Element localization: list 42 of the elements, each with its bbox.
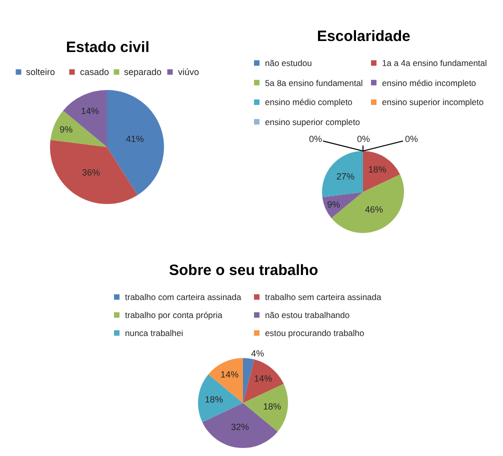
chart-title: Sobre o seu trabalho xyxy=(169,262,318,279)
legend-label: casado xyxy=(80,67,110,77)
chart-title: Escolaridade xyxy=(317,28,410,45)
legend-label: ensino superior completo xyxy=(265,117,360,127)
legend-label: solteiro xyxy=(26,67,56,77)
legend-label: 1a a 4a ensino fundamental xyxy=(382,58,488,68)
data-label: 18% xyxy=(263,402,282,412)
data-label: 46% xyxy=(365,204,384,214)
legend-label: estou procurando trabalho xyxy=(265,328,365,338)
data-label: 18% xyxy=(368,164,386,174)
legend-label: trabalho por conta própria xyxy=(125,310,223,320)
data-label: 9% xyxy=(60,124,73,134)
text: 0% xyxy=(309,134,322,144)
text: 0% xyxy=(357,134,370,144)
legend-label: não estudou xyxy=(265,58,312,68)
data-label: 32% xyxy=(230,422,249,432)
data-label: 14% xyxy=(254,374,272,384)
data-label: 14% xyxy=(220,369,239,380)
legend-label: trabalho com carteira assinada xyxy=(125,292,242,302)
legend-label: ensino médio incompleto xyxy=(382,78,476,88)
legend-label: nunca trabalhei xyxy=(125,328,184,338)
pie-slice xyxy=(243,359,284,403)
text: 0% xyxy=(405,134,418,144)
legend-label: 5a 8a ensino fundamental xyxy=(265,78,363,88)
pie-slice xyxy=(322,151,363,198)
data-label: 4% xyxy=(251,348,264,358)
chart-title: Estado civil xyxy=(66,39,150,56)
pie-slice xyxy=(107,90,164,196)
legend-label: trabalho sem carteira assinada xyxy=(265,292,382,302)
data-label: 9% xyxy=(327,200,340,210)
legend-label: ensino médio completo xyxy=(265,97,353,107)
pie-slice xyxy=(243,358,254,403)
legend-label: não estou trabalhando xyxy=(265,310,350,320)
legend-label: separado xyxy=(124,67,162,77)
data-label: 27% xyxy=(336,172,354,182)
data-label: 36% xyxy=(82,167,100,178)
pie-slice xyxy=(363,151,400,192)
data-label: 41% xyxy=(126,134,144,144)
data-label: 18% xyxy=(204,394,223,404)
data-label: 14% xyxy=(80,106,99,116)
legend-label: viúvo xyxy=(178,67,200,77)
legend-label: ensino superior incompleto xyxy=(382,97,484,107)
